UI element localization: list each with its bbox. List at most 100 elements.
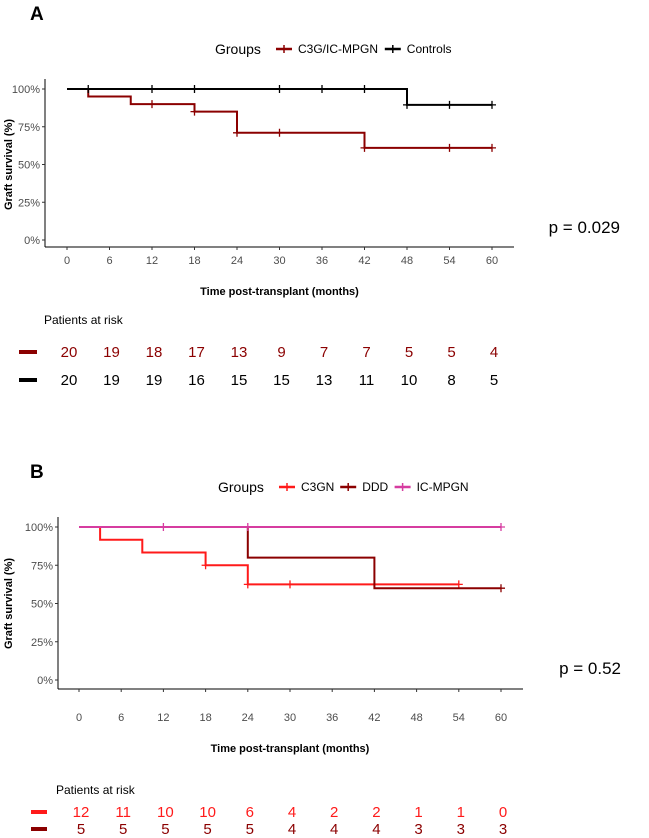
x-tick-label: 60	[495, 712, 507, 724]
risk-row: 12 11 10 10 6 4 2 2 1 1 0	[31, 804, 507, 821]
series-ic-mpgn	[79, 523, 505, 531]
risk-count: 3	[414, 821, 422, 838]
risk-count: 8	[447, 372, 455, 389]
risk-count: 10	[199, 804, 216, 821]
risk-count: 18	[146, 344, 163, 361]
y-tick-label: 100%	[25, 522, 53, 534]
censor-mark	[497, 584, 505, 593]
risk-count: 13	[316, 372, 333, 389]
legend-label: IC-MPGN	[417, 480, 469, 494]
x-axis-title: Time post-transplant (months)	[211, 743, 370, 755]
risk-count: 5	[246, 821, 254, 838]
x-tick-label: 18	[188, 255, 200, 267]
risk-count: 5	[119, 821, 127, 838]
series-controls	[67, 85, 496, 109]
censor-mark	[201, 561, 210, 570]
x-tick-label: 36	[316, 255, 328, 267]
risk-count: 4	[330, 821, 338, 838]
censor-mark	[454, 580, 463, 589]
y-tick-label: 50%	[18, 160, 40, 172]
panel-label: A	[30, 4, 44, 25]
survival-curve	[67, 88, 492, 149]
y-tick-label: 25%	[31, 637, 53, 649]
censor-mark	[148, 100, 156, 109]
risk-count: 20	[61, 344, 78, 361]
censor-mark	[159, 523, 168, 531]
x-tick-label: 48	[401, 255, 413, 267]
censor-mark	[318, 85, 326, 93]
x-tick-label: 0	[64, 255, 70, 267]
risk-count: 15	[273, 372, 290, 389]
risk-count: 11	[115, 804, 131, 821]
risk-count: 5	[405, 344, 413, 361]
x-tick-label: 18	[199, 712, 211, 724]
series-c3g-ic-mpgn	[67, 88, 496, 152]
y-tick-label: 75%	[31, 560, 53, 572]
risk-count: 5	[447, 344, 455, 361]
x-tick-label: 54	[453, 712, 465, 724]
risk-count: 15	[231, 372, 248, 389]
risk-count: 9	[277, 344, 285, 361]
risk-count: 5	[161, 821, 169, 838]
x-tick-label: 36	[326, 712, 338, 724]
legend-label: Controls	[407, 42, 452, 56]
p-value: p = 0.029	[549, 218, 620, 237]
censor-mark	[233, 128, 241, 137]
y-tick-label: 100%	[12, 84, 40, 96]
risk-table-title: Patients at risk	[44, 313, 124, 327]
risk-row: 20 19 18 17 13 9 7 7 5 5 4	[19, 344, 498, 361]
censor-mark	[275, 128, 284, 137]
censor-mark	[360, 143, 369, 152]
risk-count: 3	[457, 821, 465, 838]
censor-mark	[445, 143, 454, 152]
risk-count: 4	[490, 344, 498, 361]
risk-count: 2	[330, 804, 338, 821]
survival-curve	[79, 526, 459, 586]
censor-mark	[148, 85, 156, 93]
legend-label: C3GN	[301, 480, 334, 494]
risk-count: 1	[457, 804, 465, 821]
risk-count: 19	[146, 372, 163, 389]
risk-count: 5	[490, 372, 498, 389]
risk-count: 19	[103, 372, 120, 389]
censor-mark	[243, 580, 252, 589]
risk-table: Patients at risk 20 19 18 17 13 9 7 7 5 5 4 20 19 19 16…	[19, 313, 498, 389]
y-axis-title: Graft survival (%)	[3, 119, 15, 210]
risk-count: 19	[103, 344, 120, 361]
y-tick-label: 75%	[18, 122, 40, 134]
legend-label: DDD	[362, 480, 388, 494]
x-tick-label: 24	[231, 255, 243, 267]
censor-mark	[275, 85, 284, 93]
x-tick-label: 30	[273, 255, 285, 267]
y-tick-label: 25%	[18, 197, 40, 209]
risk-count: 11	[359, 372, 375, 389]
risk-count: 4	[372, 821, 380, 838]
risk-row: 20 19 19 16 15 15 13 11 10 8 5	[19, 372, 498, 389]
legend-item: IC-MPGN	[394, 480, 469, 494]
risk-count: 12	[73, 804, 90, 821]
censor-mark	[190, 85, 199, 93]
x-axis-title: Time post-transplant (months)	[200, 286, 359, 298]
censor-mark	[488, 100, 496, 109]
series-ddd	[79, 526, 505, 593]
risk-count: 13	[231, 344, 248, 361]
x-tick-label: 54	[443, 255, 455, 267]
x-tick-label: 12	[157, 712, 169, 724]
risk-row: 5 5 5 5 5 4 4 4 3 3 3	[31, 821, 507, 838]
legend-item: Controls	[384, 42, 452, 56]
y-tick-label: 50%	[31, 599, 53, 611]
risk-count: 17	[188, 344, 205, 361]
x-tick-label: 60	[486, 255, 498, 267]
risk-count: 4	[288, 821, 296, 838]
risk-count: 2	[372, 804, 380, 821]
risk-count: 5	[77, 821, 85, 838]
legend-label: C3G/IC-MPGN	[298, 42, 378, 56]
censor-mark	[488, 143, 496, 152]
censor-mark	[497, 523, 505, 531]
risk-count: 16	[188, 372, 205, 389]
censor-mark	[243, 523, 252, 531]
panel-label: B	[30, 462, 44, 483]
